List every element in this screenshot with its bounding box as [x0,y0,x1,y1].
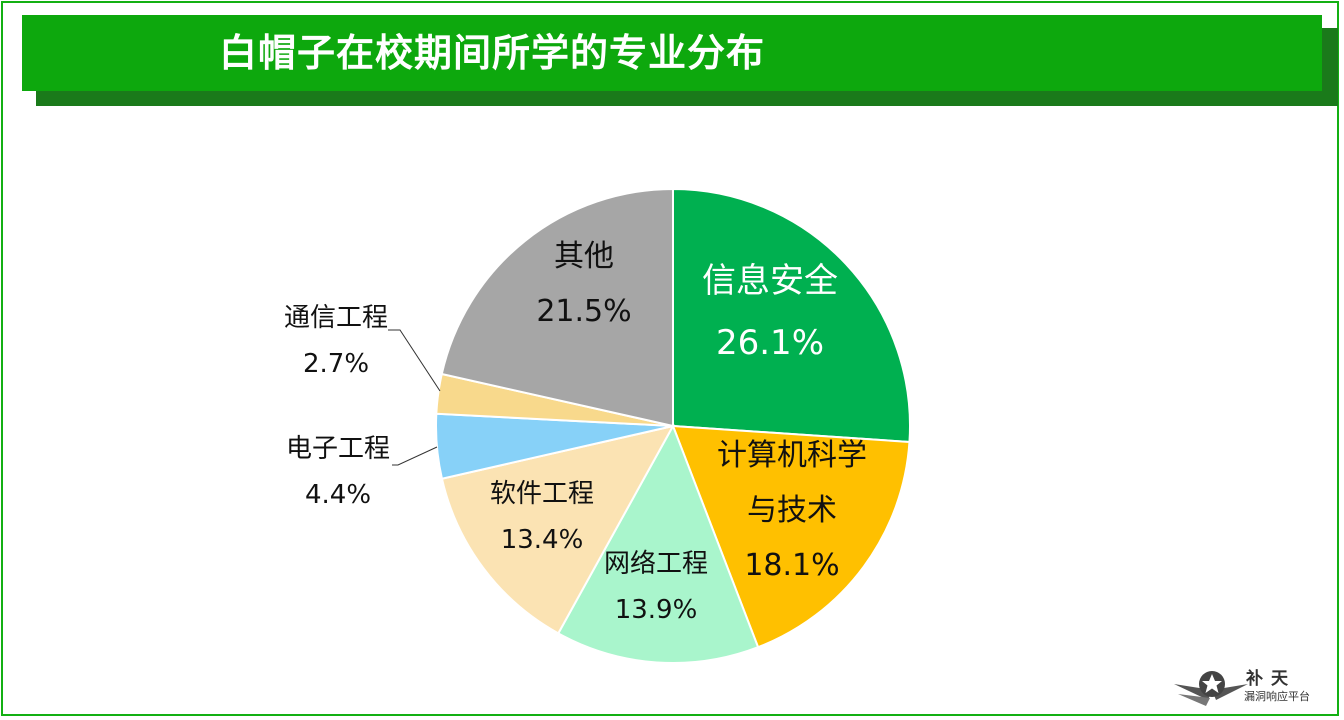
title-banner [22,15,1322,91]
slice-value-label: 18.1% [744,548,839,583]
butian-logo-icon [1174,671,1248,706]
slice-value-label: 13.4% [501,525,584,555]
slice-category-label: 计算机科学 [717,438,867,473]
slice-value-label: 21.5% [536,294,631,329]
slice-category-label: 信息安全 [702,261,838,301]
slice-value-label: 2.7% [303,349,369,379]
slice-value-label: 26.1% [716,323,824,363]
slice-category-label: 电子工程 [286,434,390,464]
watermark-name: 补天 [1246,669,1296,689]
page-title: 白帽子在校期间所学的专业分布 [218,31,765,75]
pie-slice [556,423,760,664]
pie-slice [440,424,675,635]
slice-category-label: 通信工程 [284,303,388,333]
slice-category-label: 与技术 [747,493,837,528]
leader-line [392,446,438,466]
slice-category-label: 软件工程 [490,479,594,509]
leader-line [388,329,441,392]
slice-category-label: 其他 [554,239,614,274]
slice-value-label: 13.9% [615,595,698,625]
pie-slice [671,424,911,649]
slice-value-label: 4.4% [305,480,371,510]
slice-category-label: 网络工程 [604,549,708,579]
watermark-subtitle: 漏洞响应平台 [1244,690,1310,703]
pie-slice [672,187,911,444]
pie-slice [440,187,674,428]
